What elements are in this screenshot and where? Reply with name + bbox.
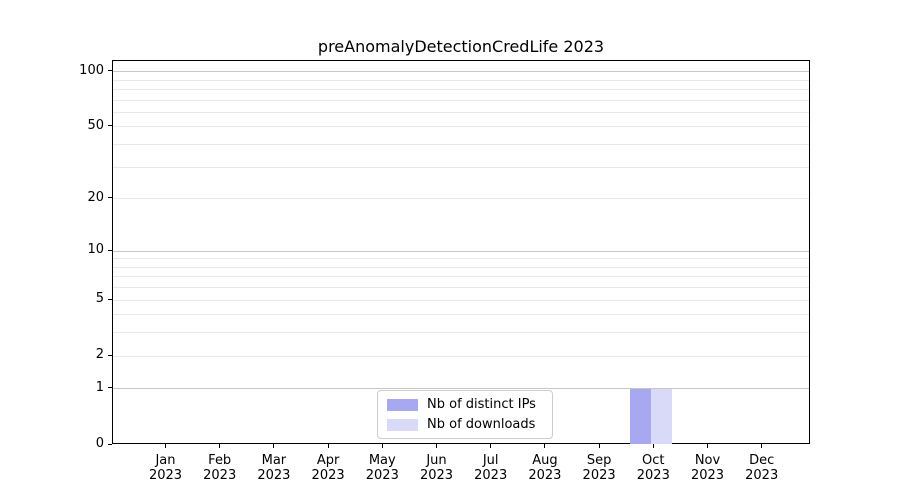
- x-tick-mark-feb: [219, 444, 221, 448]
- x-tick-mark-nov: [707, 444, 708, 448]
- y-tick-mark-1: [108, 387, 112, 389]
- gridline-y-8: [113, 266, 809, 268]
- y-tick-label-50: 50: [87, 117, 104, 133]
- gridline-y-30: [113, 166, 809, 168]
- x-tick-label-apr: Apr 2023: [311, 453, 345, 483]
- x-tick-mark-aug: [544, 444, 546, 448]
- y-tick-mark-20: [108, 197, 112, 199]
- gridline-y-40: [113, 144, 809, 145]
- x-tick-mark-may: [381, 444, 383, 448]
- gridline-y-2: [113, 355, 809, 357]
- x-tick-mark-oct: [652, 444, 654, 448]
- legend-item-downloads: Nb of downloads: [387, 417, 543, 432]
- bar-nb-of-downloads-oct: [651, 388, 673, 444]
- x-tick-label-jun: Jun 2023: [419, 453, 454, 483]
- x-tick-mark-jun: [436, 444, 437, 448]
- gridline-y-5: [113, 299, 809, 301]
- y-tick-label-5: 5: [95, 291, 104, 306]
- x-tick-label-mar: Mar 2023: [257, 453, 291, 483]
- y-tick-mark-0: [108, 443, 112, 445]
- x-tick-label-may: May 2023: [365, 453, 399, 483]
- legend-swatch-distinct-ips: [387, 398, 418, 411]
- x-tick-mark-mar: [273, 444, 275, 448]
- gridline-y-20: [113, 198, 809, 200]
- gridline-y-60: [113, 111, 809, 113]
- y-tick-label-20: 20: [87, 189, 104, 205]
- legend-swatch-downloads: [387, 418, 418, 431]
- y-tick-mark-100: [108, 70, 112, 72]
- y-tick-mark-5: [108, 298, 112, 300]
- x-tick-label-nov: Nov 2023: [690, 453, 725, 483]
- x-tick-label-feb: Feb 2023: [203, 453, 237, 483]
- legend-label-downloads: Nb of downloads: [427, 417, 536, 432]
- x-tick-mark-apr: [327, 444, 329, 448]
- gridline-y-100: [113, 71, 809, 73]
- x-tick-mark-jan: [165, 444, 166, 448]
- x-tick-label-dec: Dec 2023: [745, 453, 779, 483]
- gridline-y-90: [113, 79, 809, 81]
- legend-label-distinct-ips: Nb of distinct IPs: [427, 397, 536, 412]
- y-tick-mark-2: [108, 354, 112, 356]
- legend: Nb of distinct IPs Nb of downloads: [377, 390, 553, 439]
- gridline-y-9: [113, 258, 809, 260]
- x-tick-label-aug: Aug 2023: [528, 453, 562, 483]
- y-tick-label-10: 10: [87, 242, 104, 257]
- x-tick-mark-sep: [598, 444, 600, 448]
- x-tick-label-jan: Jan 2023: [148, 453, 183, 483]
- gridline-y-10: [113, 250, 809, 252]
- gridline-y-3: [113, 332, 809, 334]
- gridline-y-70: [113, 99, 809, 101]
- y-tick-label-0: 0: [95, 436, 104, 451]
- plot-area: [112, 60, 810, 444]
- bar-nb-of-distinct-ips-oct: [630, 388, 652, 444]
- y-tick-label-100: 100: [79, 62, 104, 78]
- gridline-y-50: [113, 126, 809, 128]
- y-tick-mark-10: [108, 249, 112, 251]
- gridline-y-7: [113, 276, 809, 278]
- y-tick-label-1: 1: [95, 379, 104, 395]
- x-tick-label-jul: Jul 2023: [474, 453, 508, 483]
- legend-item-distinct-ips: Nb of distinct IPs: [387, 397, 543, 412]
- y-tick-mark-50: [108, 125, 112, 127]
- x-tick-label-sep: Sep 2023: [582, 453, 616, 483]
- gridline-y-1: [113, 388, 809, 390]
- gridline-y-80: [113, 88, 809, 90]
- x-tick-label-oct: Oct 2023: [636, 453, 670, 483]
- y-tick-label-2: 2: [95, 347, 104, 363]
- gridline-y-4: [113, 314, 809, 316]
- x-tick-mark-jul: [490, 444, 492, 448]
- gridline-y-6: [113, 287, 809, 289]
- x-tick-mark-dec: [761, 444, 763, 448]
- chart-title: preAnomalyDetectionCredLife 2023: [317, 37, 605, 56]
